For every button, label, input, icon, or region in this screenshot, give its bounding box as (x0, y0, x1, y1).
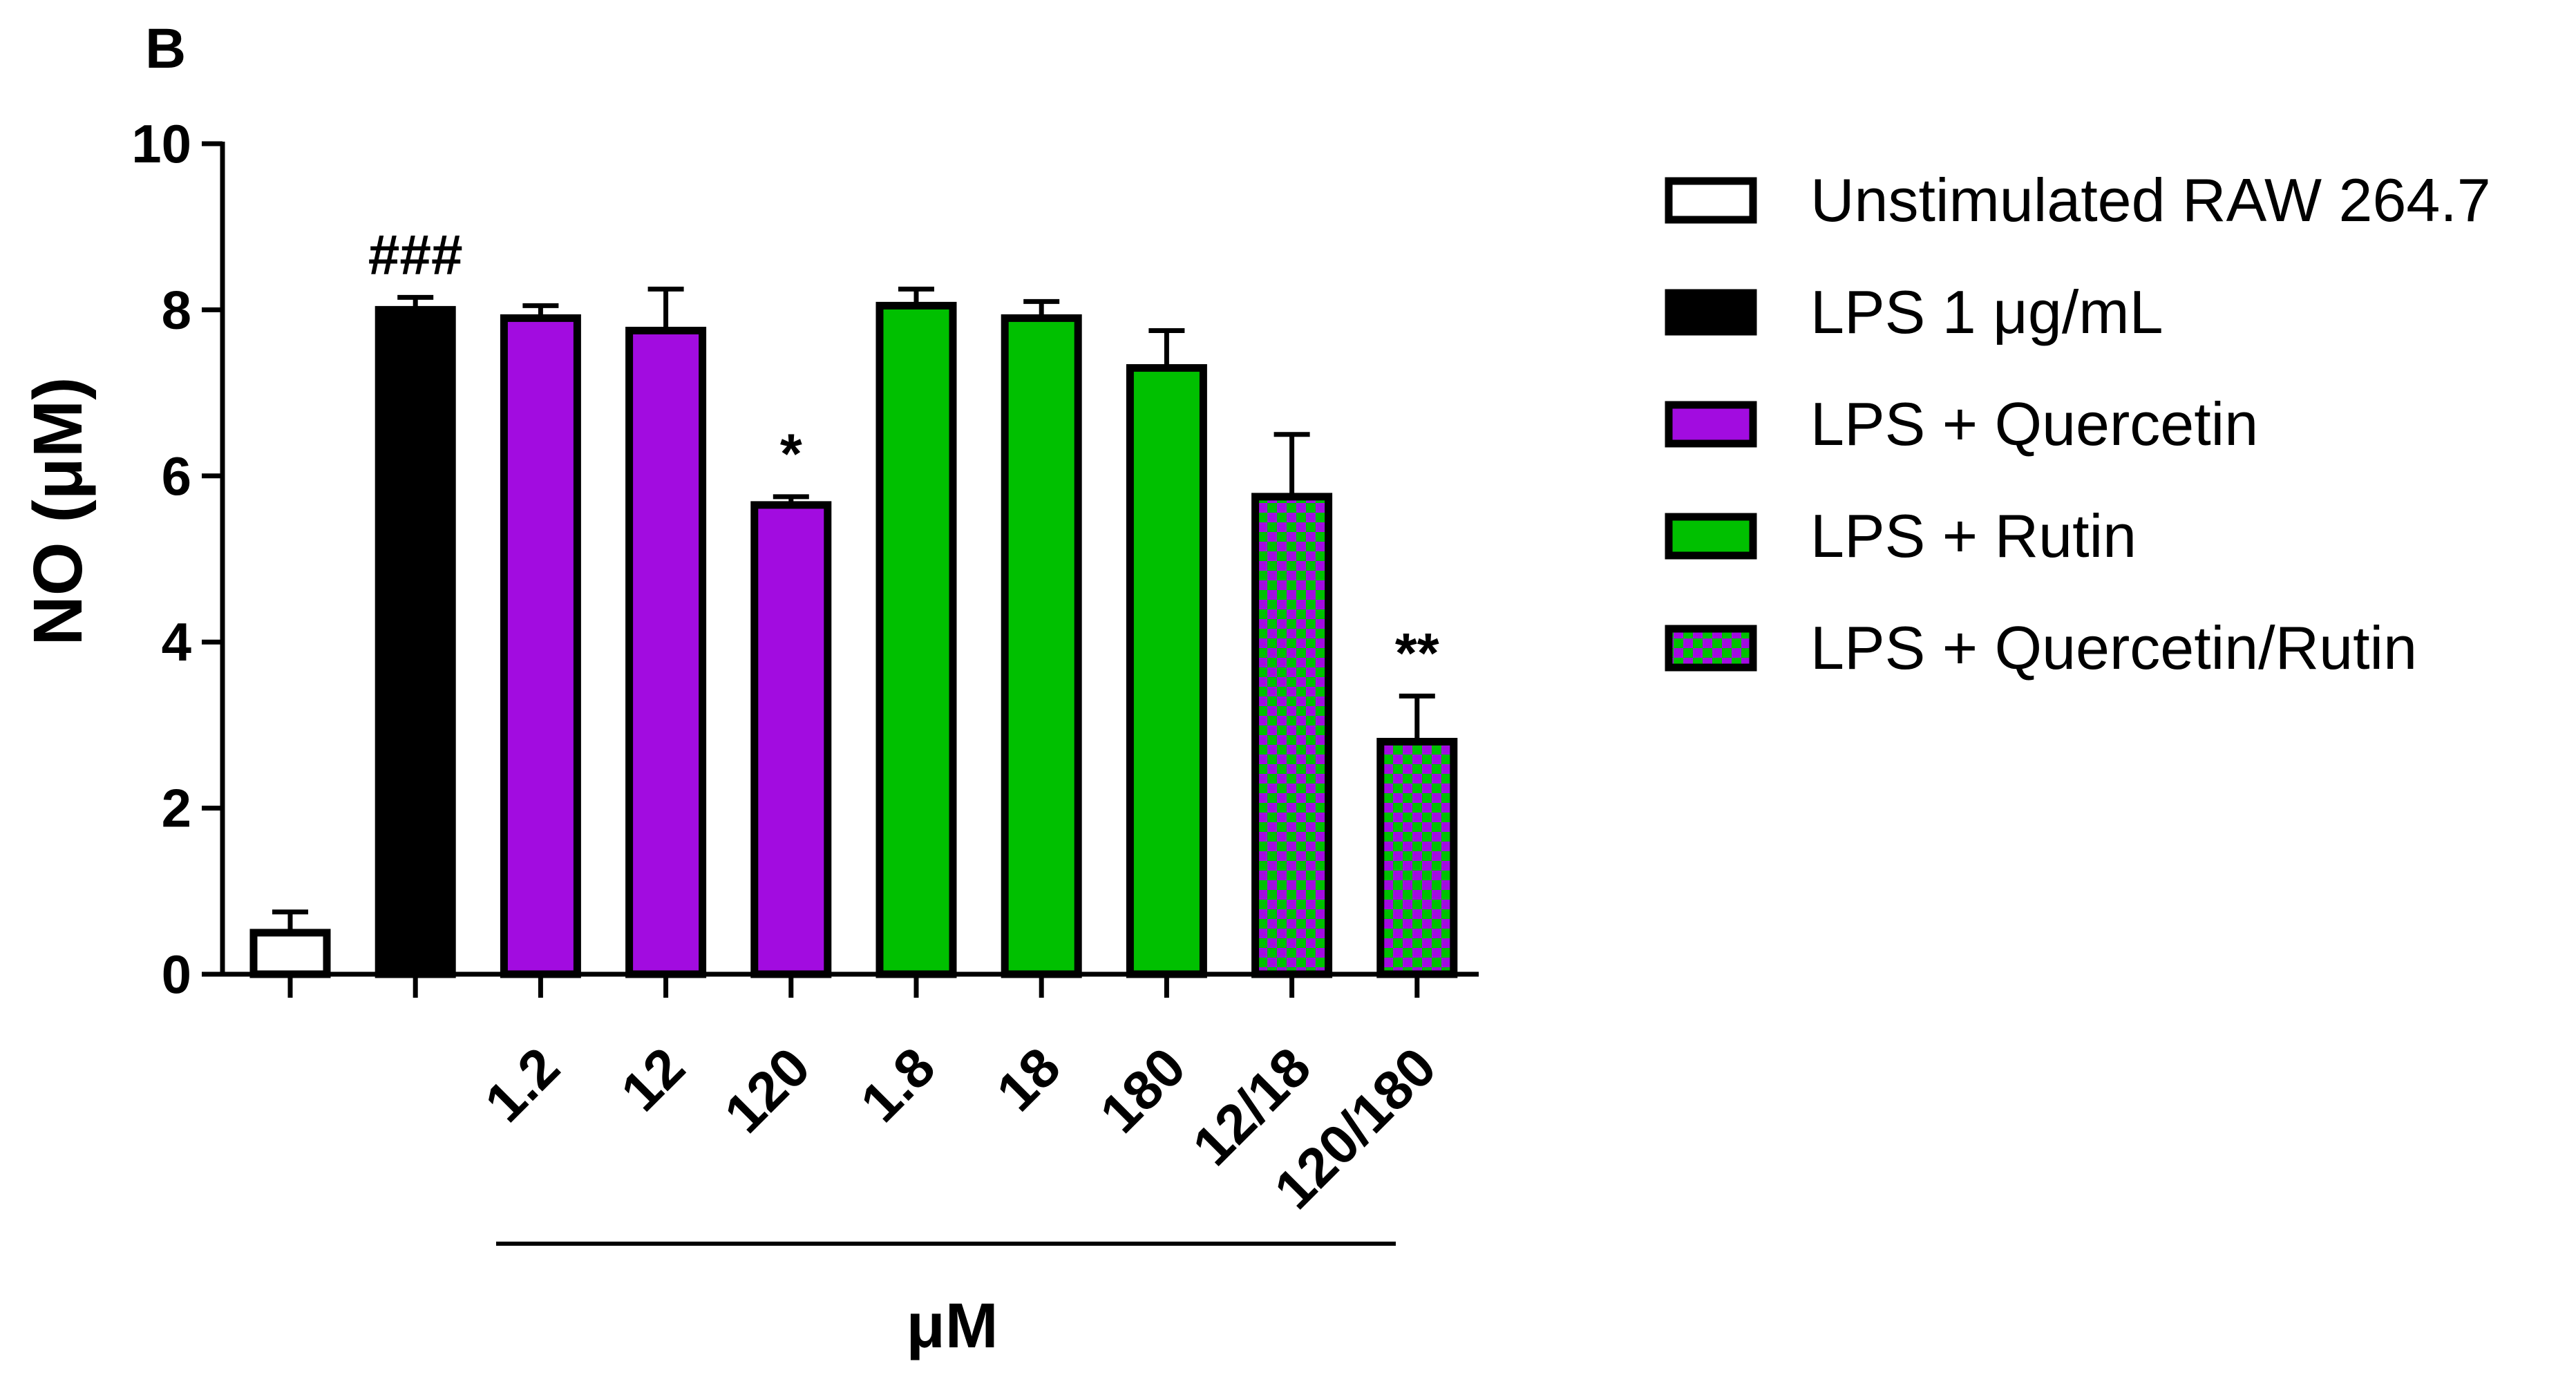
legend-label: LPS 1 μg/mL (1810, 278, 2163, 346)
bar (375, 305, 456, 978)
panel-label: B (145, 17, 186, 80)
bar (249, 929, 331, 978)
legend-swatch (1665, 513, 1757, 560)
legend-swatch (1665, 625, 1757, 672)
y-axis-label: NO (μM) (19, 377, 97, 646)
significance-label: * (780, 423, 802, 486)
bar (1376, 737, 1458, 978)
bar (1001, 314, 1082, 978)
legend-swatch (1665, 401, 1757, 448)
x-tick-label: 18 (985, 1036, 1072, 1123)
legend-swatch (1665, 289, 1757, 336)
legend-label: LPS + Rutin (1810, 502, 2137, 570)
bar (1126, 364, 1207, 978)
x-tick-label: 1.2 (473, 1036, 571, 1134)
y-tick-label: 8 (162, 279, 191, 340)
bar (500, 314, 581, 978)
bar (1251, 493, 1333, 978)
y-tick-label: 10 (131, 113, 191, 174)
bar (875, 301, 957, 978)
legend: Unstimulated RAW 264.7 LPS 1 μg/mL LPS + Q… (1665, 166, 2491, 682)
x-axis-label: μM (907, 1291, 998, 1361)
x-tick-label: 180 (1088, 1036, 1197, 1144)
y-tick-label: 0 (162, 944, 191, 1005)
legend-label: LPS + Quercetin (1810, 390, 2258, 458)
bar (750, 501, 832, 978)
y-tick-label: 2 (162, 778, 191, 839)
y-tick-label: 4 (162, 611, 191, 672)
y-tick-label: 6 (162, 446, 191, 506)
x-tick-label: 12 (609, 1036, 697, 1123)
significance-label: ** (1395, 622, 1439, 685)
legend-label: Unstimulated RAW 264.7 (1810, 166, 2491, 234)
x-tick-label: 120 (713, 1036, 822, 1144)
legend-swatch (1665, 177, 1757, 224)
bar (625, 326, 707, 978)
significance-label: ### (368, 223, 463, 286)
x-tick-label: 1.8 (849, 1036, 947, 1134)
legend-label: LPS + Quercetin/Rutin (1810, 614, 2417, 682)
